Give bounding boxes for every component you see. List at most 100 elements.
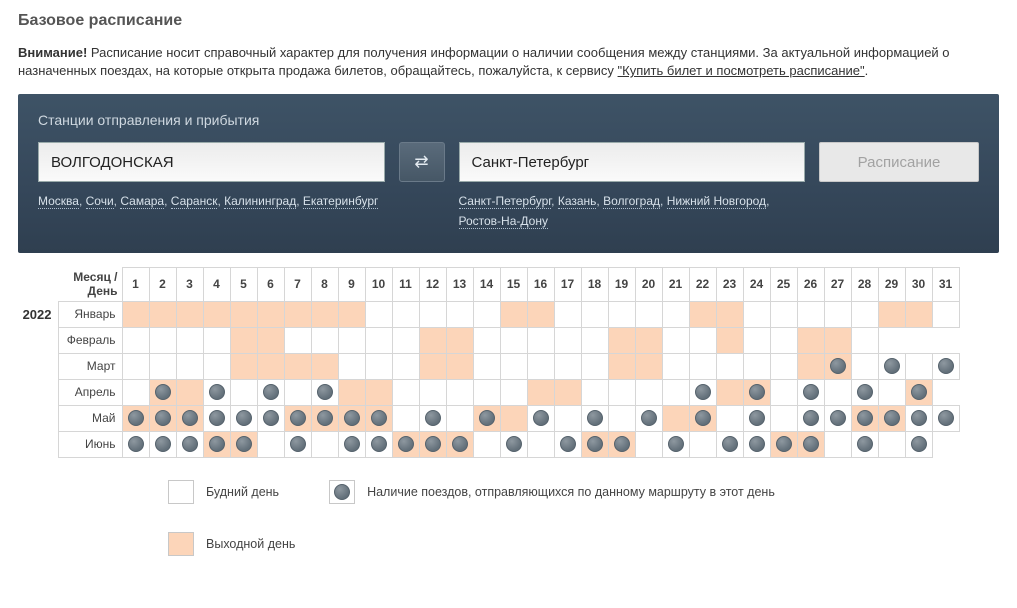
day-cell: [392, 353, 419, 379]
train-dot-icon: [857, 436, 873, 452]
day-cell: [419, 301, 446, 327]
quick-link[interactable]: Москва: [38, 194, 79, 209]
train-dot-icon: [587, 436, 603, 452]
day-cell: [257, 301, 284, 327]
swap-button[interactable]: ⇄: [399, 142, 445, 182]
train-dot-icon: [722, 436, 738, 452]
day-cell: [554, 327, 581, 353]
day-cell: [797, 379, 824, 405]
day-cell: [770, 379, 797, 405]
day-cell: [689, 327, 716, 353]
train-dot-icon: [209, 436, 225, 452]
day-cell: [230, 379, 257, 405]
month-cell: Февраль: [58, 327, 122, 353]
train-dot-icon: [334, 484, 350, 500]
day-cell: [905, 327, 932, 353]
day-cell: [176, 301, 203, 327]
day-cell: [581, 379, 608, 405]
quick-link[interactable]: Ростов-На-Дону: [459, 214, 548, 229]
train-dot-icon: [155, 384, 171, 400]
day-cell: [824, 353, 851, 379]
quick-link[interactable]: Санкт-Петербург: [459, 194, 552, 209]
legend-weekend-label: Выходной день: [206, 537, 295, 551]
day-cell: [257, 379, 284, 405]
train-dot-icon: [344, 436, 360, 452]
day-cell: [284, 405, 311, 431]
day-cell: [581, 353, 608, 379]
legend-weekday-label: Будний день: [206, 485, 279, 499]
day-cell: [176, 353, 203, 379]
day-cell: [311, 405, 338, 431]
train-dot-icon: [695, 410, 711, 426]
day-cell: [851, 353, 878, 379]
year-spacer: [18, 267, 58, 301]
legend-train: Наличие поездов, отправляющихся по данно…: [329, 480, 775, 504]
month-cell: Январь: [58, 301, 122, 327]
to-station-input[interactable]: [459, 142, 806, 182]
day-cell: [824, 379, 851, 405]
day-cell: [608, 405, 635, 431]
quick-link[interactable]: Сочи: [86, 194, 114, 209]
train-dot-icon: [155, 410, 171, 426]
panel-title: Станции отправления и прибытия: [38, 112, 979, 128]
day-cell: [527, 379, 554, 405]
day-cell: [203, 405, 230, 431]
day-cell: [365, 353, 392, 379]
day-cell: [257, 405, 284, 431]
quick-link[interactable]: Калининград: [224, 194, 296, 209]
day-cell: [284, 301, 311, 327]
day-cell: [203, 327, 230, 353]
train-dot-icon: [587, 410, 603, 426]
day-cell: [176, 379, 203, 405]
train-dot-icon: [830, 358, 846, 374]
day-cell: [743, 431, 770, 457]
day-header: 5: [230, 267, 257, 301]
train-dot-icon: [803, 410, 819, 426]
year-cell: [18, 379, 58, 405]
day-header: 18: [581, 267, 608, 301]
day-cell: [122, 431, 149, 457]
from-station-input[interactable]: [38, 142, 385, 182]
day-cell: [581, 301, 608, 327]
day-header: 10: [365, 267, 392, 301]
day-cell: [122, 327, 149, 353]
quick-link[interactable]: Волгоград: [603, 194, 660, 209]
day-header: 31: [932, 267, 959, 301]
day-cell: [176, 327, 203, 353]
train-dot-icon: [776, 436, 792, 452]
train-dot-icon: [749, 384, 765, 400]
day-cell: [500, 405, 527, 431]
day-cell: [608, 327, 635, 353]
day-header: 11: [392, 267, 419, 301]
train-dot-icon: [452, 436, 468, 452]
day-cell: [878, 327, 905, 353]
day-cell: [905, 301, 932, 327]
quick-link[interactable]: Казань: [558, 194, 597, 209]
day-cell: [311, 379, 338, 405]
day-cell: [905, 405, 932, 431]
day-cell: [770, 405, 797, 431]
quick-link[interactable]: Нижний Новгород: [667, 194, 766, 209]
year-cell: [18, 405, 58, 431]
quick-link[interactable]: Самара: [120, 194, 164, 209]
day-cell: [743, 379, 770, 405]
day-cell: [176, 405, 203, 431]
train-dot-icon: [884, 358, 900, 374]
month-cell: Апрель: [58, 379, 122, 405]
day-cell: [635, 431, 662, 457]
day-cell: [338, 353, 365, 379]
day-header: 15: [500, 267, 527, 301]
train-dot-icon: [290, 436, 306, 452]
day-header: 21: [662, 267, 689, 301]
day-cell: [122, 379, 149, 405]
day-cell: [365, 405, 392, 431]
schedule-button[interactable]: Расписание: [819, 142, 979, 182]
quick-link[interactable]: Саранск: [171, 194, 218, 209]
day-header: 14: [473, 267, 500, 301]
day-cell: [392, 379, 419, 405]
notice-link[interactable]: "Купить билет и посмотреть расписание": [618, 63, 865, 78]
day-cell: [878, 405, 905, 431]
day-cell: [581, 431, 608, 457]
quick-link[interactable]: Екатеринбург: [303, 194, 379, 209]
day-header: 7: [284, 267, 311, 301]
